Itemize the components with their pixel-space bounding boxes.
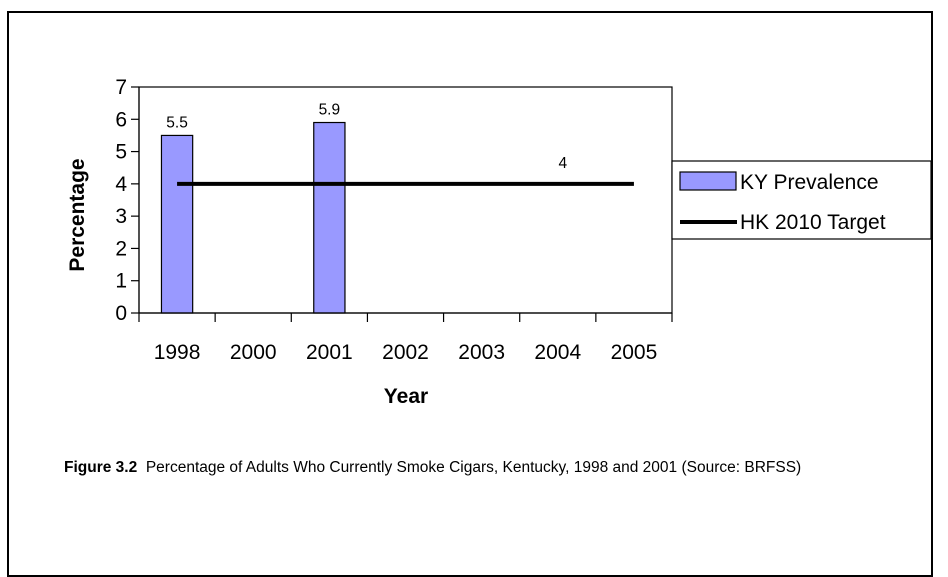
bar-1998 — [160, 134, 194, 314]
legend-swatch-ky-prevalence — [679, 171, 737, 191]
x-tick-label-1998: 1998 — [154, 341, 201, 364]
plot-area — [138, 86, 673, 314]
y-tick-label: 6 — [115, 108, 127, 131]
x-tick-label-2002: 2002 — [382, 341, 429, 364]
caption-label: Figure 3.2 — [64, 459, 138, 476]
x-tick-label-2005: 2005 — [611, 341, 658, 364]
legend: KY Prevalence HK 2010 Target — [671, 160, 932, 240]
y-axis: 0 1 2 3 4 5 6 7 — [115, 76, 140, 325]
bars — [160, 121, 346, 314]
y-tick-label: 3 — [115, 205, 127, 228]
x-tick-label-2000: 2000 — [230, 341, 277, 364]
target-line-group: 4 — [177, 155, 634, 186]
y-tick-label: 1 — [115, 270, 127, 293]
legend-label-hk-2010-target: HK 2010 Target — [740, 211, 886, 234]
x-axis: 1998 2000 2001 2002 2003 2004 2005 — [138, 312, 673, 364]
x-tick-label-2004: 2004 — [534, 341, 581, 364]
y-tick-label: 2 — [115, 237, 127, 260]
y-tick-label: 5 — [115, 141, 127, 164]
legend-label-ky-prevalence: KY Prevalence — [740, 171, 879, 194]
target-line-label: 4 — [558, 155, 567, 172]
x-tick-label-2001: 2001 — [306, 341, 353, 364]
bar-labels: 5.5 5.9 — [166, 102, 340, 132]
plot-border — [138, 86, 673, 314]
x-tick-label-2003: 2003 — [458, 341, 505, 364]
y-tick-label: 0 — [115, 302, 127, 325]
y-axis-title: Percentage — [66, 158, 89, 271]
bar-2001 — [313, 121, 346, 314]
bar-label-2001: 5.9 — [319, 102, 341, 119]
caption-text: Percentage of Adults Who Currently Smoke… — [145, 459, 802, 476]
x-axis-title: Year — [384, 385, 428, 408]
bar-label-1998: 5.5 — [166, 114, 188, 131]
figure-caption: Figure 3.2 Percentage of Adults Who Curr… — [64, 456, 884, 480]
y-tick-label: 7 — [115, 76, 127, 99]
y-tick-label: 4 — [115, 173, 127, 196]
